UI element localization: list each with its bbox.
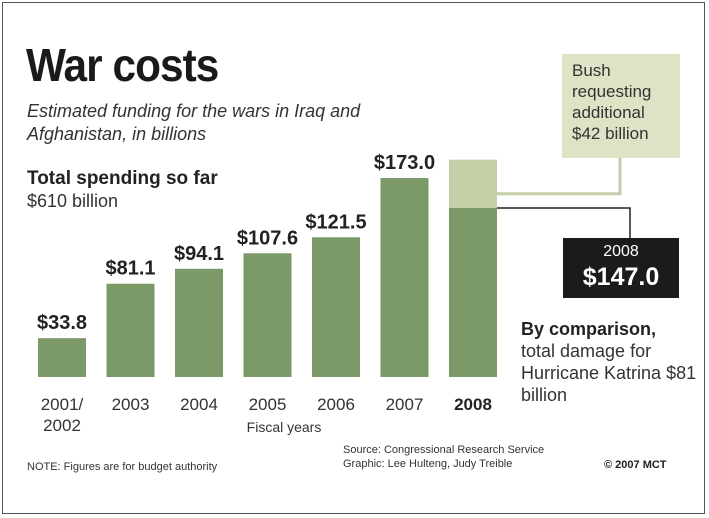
x-tick-label: 2003 [112, 395, 150, 414]
comparison-text: total damage for Hurricane Katrina $81 b… [521, 341, 697, 405]
bar-value-label: $81.1 [105, 258, 155, 280]
x-tick-label: 2001/ [41, 395, 84, 414]
connector-line-request [497, 158, 622, 196]
callout-year: 2008 [603, 243, 639, 260]
x-tick-label: 2002 [43, 416, 81, 435]
bar-2007 [380, 178, 429, 377]
bar-2006 [312, 237, 360, 377]
x-axis-label: Fiscal years [247, 419, 322, 435]
x-tick-label: 2005 [249, 395, 287, 414]
callout-2008: 2008 $147.0 [563, 238, 679, 298]
connector-line-2008 [497, 207, 631, 238]
graphic-line: Graphic: Lee Hulteng, Judy Treible [343, 458, 513, 470]
comparison-label: By comparison, [521, 319, 657, 339]
bar-value-label: $173.0 [374, 152, 435, 174]
katrina-comparison: By comparison, total damage for Hurrican… [521, 318, 701, 406]
chart-title: War costs [26, 39, 219, 91]
chart-subtitle: Estimated funding for the wars in Iraq a… [27, 101, 361, 144]
bar-value-label: $121.5 [305, 211, 366, 233]
bar-2005 [243, 253, 292, 377]
bush-request-note: Bush requesting additional $42 billion [562, 54, 680, 158]
x-tick-label: 2008 [454, 395, 492, 414]
total-spending-value: $610 billion [27, 191, 119, 211]
x-tick-label: 2006 [317, 395, 355, 414]
bar-2004 [175, 268, 223, 377]
budget-note: NOTE: Figures are for budget authority [27, 461, 218, 473]
callout-value: $147.0 [582, 263, 660, 291]
bar-2001 [38, 338, 86, 377]
bar-2003 [106, 283, 155, 377]
source-credit: Source: Congressional Research Service G… [343, 443, 544, 471]
bar-value-label: $33.8 [37, 312, 87, 334]
bar-2008-requested [449, 159, 497, 208]
bar-value-label: $94.1 [174, 243, 224, 265]
x-tick-label: 2004 [180, 395, 218, 414]
source-line: Source: Congressional Research Service [343, 444, 545, 456]
bar-value-label: $107.6 [237, 227, 298, 249]
x-tick-label: 2007 [386, 395, 424, 414]
total-spending-label: Total spending so far [27, 168, 218, 189]
copyright: © 2007 MCT [604, 459, 667, 471]
bar-2008 [449, 207, 497, 377]
